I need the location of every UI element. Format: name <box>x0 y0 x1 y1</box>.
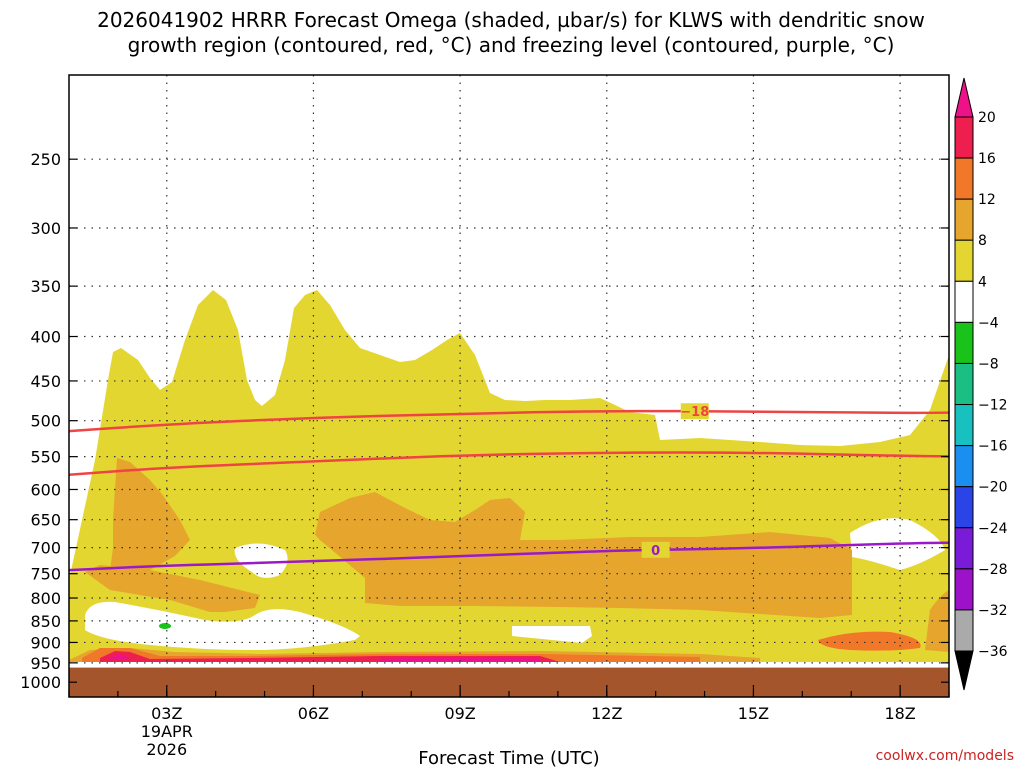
y-tick-label: 700 <box>30 539 61 558</box>
colorbar-label: −36 <box>978 644 1008 660</box>
colorbar-label: 12 <box>978 192 996 208</box>
x-tick-label: 09Z <box>444 704 475 723</box>
colorbar-segment <box>954 157 974 200</box>
x-date-label: 2026 <box>146 740 187 759</box>
colorbar-segment <box>954 362 974 406</box>
colorbar-label: 8 <box>978 233 987 249</box>
x-tick-label: 18Z <box>884 704 915 723</box>
y-tick-label: 300 <box>30 219 61 238</box>
colorbar-label: −8 <box>978 356 999 372</box>
omega-shading <box>69 75 949 697</box>
contour-line <box>69 451 949 476</box>
colorbar-label: −20 <box>978 480 1008 496</box>
x-tick-label: 15Z <box>738 704 769 723</box>
y-tick-label: 550 <box>30 448 61 467</box>
colorbar-segment <box>954 486 974 529</box>
omega-shade-8-12-b <box>85 565 260 612</box>
chart-title-line1: 2026041902 HRRR Forecast Omega (shaded, … <box>97 8 925 32</box>
contour-line <box>69 541 949 572</box>
omega-shade-white-hole-4 <box>512 626 592 643</box>
contour-label: −18 <box>680 405 709 420</box>
y-tick-label: 650 <box>30 511 61 530</box>
x-tick-label: 03Z <box>151 704 182 723</box>
x-axis-label: Forecast Time (UTC) <box>418 748 599 768</box>
omega-shade-8-12-c <box>315 492 852 618</box>
colorbar-label: −12 <box>978 398 1008 414</box>
y-tick-label: 750 <box>30 565 61 584</box>
colorbar-segment <box>954 239 974 282</box>
x-tick-label: 12Z <box>591 704 622 723</box>
colorbar-segment <box>954 198 974 241</box>
omega-shade-8-12-d <box>925 590 949 652</box>
contour-label-bg <box>680 403 709 420</box>
omega-shade-8-12 <box>110 458 190 580</box>
y-tick-label: 350 <box>30 277 61 296</box>
colorbar-bottom-arrow <box>954 650 974 691</box>
colorbar-segment <box>954 527 974 570</box>
colorbar: 20 16 12 8 4 −4 −8 −12 −16 −20 −24 −28 −32 −36 <box>954 77 1008 691</box>
omega-shade-white-hole-2 <box>234 543 288 578</box>
y-tick-label: 500 <box>30 412 61 431</box>
colorbar-label: −24 <box>978 521 1008 537</box>
credit-text: coolwx.com/models <box>876 748 1014 764</box>
colorbar-segment <box>954 116 974 159</box>
contour-lines: −18 0 <box>69 403 949 572</box>
colorbar-label: 16 <box>978 151 996 167</box>
colorbar-segment <box>954 445 974 488</box>
contour-label-bg <box>641 541 670 558</box>
y-tick-label: 900 <box>30 633 61 652</box>
omega-shade-white-hole <box>85 601 360 650</box>
colorbar-label: 20 <box>978 110 996 126</box>
contour-line <box>69 409 949 433</box>
colorbar-segment <box>954 609 974 652</box>
y-tick-label: 950 <box>30 654 61 673</box>
colorbar-segment <box>954 568 974 611</box>
colorbar-label: −4 <box>978 315 999 331</box>
y-tick-label: 450 <box>30 372 61 391</box>
x-date-label: 19APR <box>141 722 193 741</box>
y-axis: 250 300 350 400 450 500 550 600 650 700 750 800 850 9… <box>20 150 949 692</box>
x-tick-label: 06Z <box>298 704 329 723</box>
colorbar-label: 4 <box>978 274 987 290</box>
colorbar-segment <box>954 321 974 364</box>
omega-shade-green-spot <box>159 623 171 629</box>
y-tick-label: 850 <box>30 612 61 631</box>
chart-title-line2: growth region (contoured, red, °C) and f… <box>128 33 895 57</box>
contour-label: 0 <box>651 544 660 559</box>
y-tick-label: 400 <box>30 328 61 347</box>
colorbar-label: −28 <box>978 562 1008 578</box>
colorbar-segment <box>954 280 974 323</box>
grid-lines <box>69 75 949 697</box>
colorbar-label: −16 <box>978 439 1008 455</box>
colorbar-top-arrow <box>954 77 974 118</box>
y-tick-label: 250 <box>30 150 61 169</box>
colorbar-segment <box>954 404 974 447</box>
omega-shade-12-16 <box>818 631 921 651</box>
omega-shade-20plus-low <box>110 654 540 662</box>
y-tick-label: 600 <box>30 480 61 499</box>
colorbar-label: −32 <box>978 603 1008 619</box>
y-tick-label: 1000 <box>20 673 61 692</box>
y-tick-label: 800 <box>30 589 61 608</box>
